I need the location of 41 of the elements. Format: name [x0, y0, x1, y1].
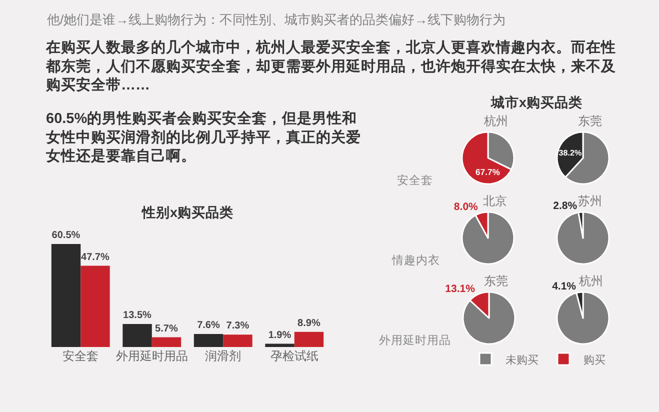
- data-label: 13.5%: [123, 310, 152, 322]
- x-tick-label: 安全套: [62, 349, 99, 363]
- x-tick-label: 孕检试纸: [270, 349, 318, 363]
- bar: [80, 266, 110, 347]
- bar: [51, 244, 81, 347]
- bar: [152, 337, 182, 347]
- data-label: 1.9%: [268, 330, 292, 341]
- chart-title: 性别x购买品类: [141, 205, 234, 220]
- data-label: 13.1%: [445, 283, 476, 296]
- chart-title: 城市x购买品类: [490, 94, 583, 110]
- slice-label: 苏州: [578, 194, 602, 208]
- x-tick-label: 外用延时用品: [116, 349, 188, 363]
- data-label: 8.0%: [454, 201, 479, 214]
- legend-label: 未购买: [506, 353, 538, 366]
- x-tick-label: 润滑剂: [205, 349, 242, 363]
- text: 他/她们是谁→线上购物行为：不同性别、城市购买者的品类偏好→线下购物行为: [47, 12, 506, 27]
- data-label: 67.7%: [475, 167, 500, 178]
- slice-label: 北京: [483, 194, 507, 208]
- bar: [294, 332, 324, 347]
- bar: [223, 334, 252, 347]
- data-label: 8.9%: [298, 318, 320, 329]
- text: 安全套: [397, 173, 433, 187]
- bar: [194, 334, 224, 347]
- slice-label: 东莞: [578, 114, 602, 128]
- text: 60.5%的男性购买者会购买安全套，但是男性和女性中购买润滑剂的比例几乎持平，真正的关爱女性还是要靠自己啊。: [45, 109, 361, 165]
- data-label: 7.3%: [226, 320, 250, 332]
- text: 情趣内衣: [391, 253, 440, 267]
- data-label: 4.1%: [552, 280, 577, 292]
- data-label: 47.7%: [81, 252, 110, 263]
- slice-label: 杭州: [483, 114, 508, 128]
- text: 在购买人数最多的几个城市中，杭州人最爱买安全套，北京人更喜欢情趣内衣。而在性都东莞，人们不愿购买安全套，却更需要外用延时用品，也许炮开得实在太快，来不及购买安全带……: [45, 38, 616, 94]
- data-label: 2.8%: [553, 200, 578, 212]
- data-label: 60.5%: [52, 230, 80, 241]
- slice-label: 杭州: [578, 274, 603, 288]
- slice-label: 东莞: [484, 274, 508, 288]
- legend-label: 购买: [584, 354, 606, 366]
- data-label: 7.6%: [197, 320, 220, 332]
- bar: [265, 344, 294, 347]
- bar: [122, 324, 152, 347]
- data-label: 5.7%: [155, 323, 178, 334]
- text: 外用延时用品: [379, 334, 451, 347]
